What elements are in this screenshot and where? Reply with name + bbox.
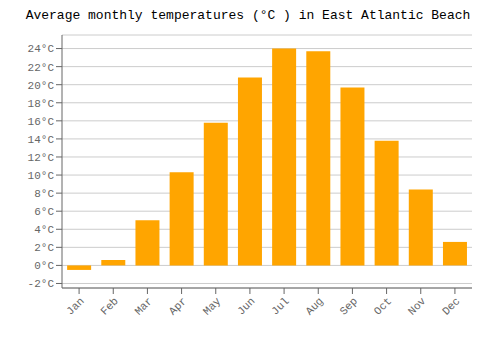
svg-text:Oct: Oct xyxy=(372,295,394,317)
svg-text:Feb: Feb xyxy=(98,295,120,317)
svg-text:16°C: 16°C xyxy=(28,116,55,128)
svg-text:18°C: 18°C xyxy=(28,98,55,110)
svg-text:4°C: 4°C xyxy=(34,224,54,236)
svg-text:22°C: 22°C xyxy=(28,62,55,74)
svg-text:Aug: Aug xyxy=(303,295,325,317)
svg-text:2°C: 2°C xyxy=(34,242,54,254)
svg-text:Mar: Mar xyxy=(133,295,155,317)
svg-text:Nov: Nov xyxy=(406,295,429,318)
svg-text:Jan: Jan xyxy=(64,295,86,317)
svg-text:14°C: 14°C xyxy=(28,134,55,146)
html-text:Average monthly temperatures (: Average monthly temperatures (°C ) in Ea… xyxy=(25,8,471,23)
svg-text:6°C: 6°C xyxy=(34,206,54,218)
svg-text:8°C: 8°C xyxy=(34,188,54,200)
svg-text:Dec: Dec xyxy=(440,295,462,317)
svg-text:Jun: Jun xyxy=(235,295,257,317)
svg-text:May: May xyxy=(201,295,224,318)
svg-text:12°C: 12°C xyxy=(28,152,55,164)
svg-text:Apr: Apr xyxy=(167,295,189,317)
svg-text:10°C: 10°C xyxy=(28,170,55,182)
svg-text:Jul: Jul xyxy=(269,295,291,317)
svg-text:Sep: Sep xyxy=(338,295,360,317)
svg-text:0°C: 0°C xyxy=(34,260,54,272)
svg-text:24°C: 24°C xyxy=(28,43,55,55)
svg-text:-2°C: -2°C xyxy=(28,278,55,290)
svg-text:20°C: 20°C xyxy=(28,80,55,92)
